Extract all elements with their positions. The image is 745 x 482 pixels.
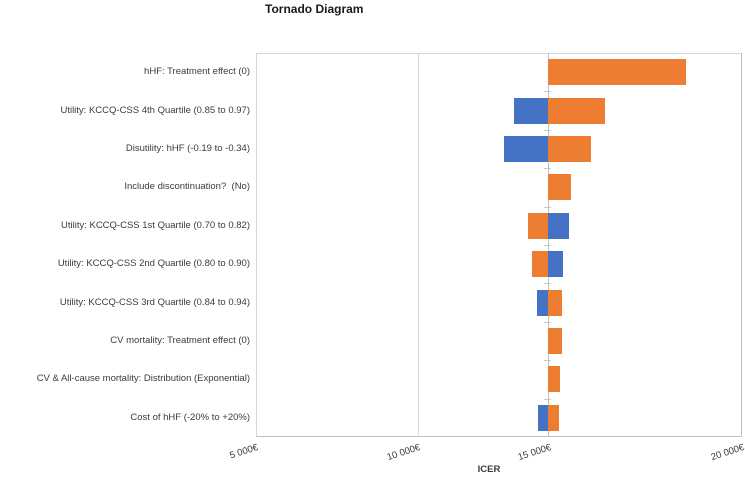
- plot-area: [256, 53, 742, 437]
- category-axis-tick: [543, 206, 551, 208]
- bar-segment-blue: [547, 251, 563, 278]
- category-axis-tick: [543, 245, 551, 246]
- category-axis-tick: [543, 283, 551, 285]
- category-label: Utility: KCCQ-CSS 1st Quartile (0.70 to …: [60, 219, 250, 231]
- bar-segment-orange: [547, 59, 686, 86]
- category-label: CV & All-cause mortality: Distribution (…: [36, 373, 250, 385]
- category-label: Utility: KCCQ-CSS 2nd Quartile (0.80 to …: [57, 258, 250, 270]
- bar-segment-blue: [536, 289, 548, 316]
- bar-segment-orange: [547, 174, 572, 201]
- bar-segment-orange: [547, 328, 563, 354]
- bar-segment-orange: [547, 289, 562, 316]
- bar-segment-orange: [547, 404, 559, 431]
- gridline-10000: [418, 53, 419, 437]
- x-tick-label: 20 000€: [709, 442, 745, 464]
- x-tick-label: 5 000€: [228, 442, 260, 462]
- bar-segment-orange: [527, 212, 548, 239]
- bar-segment-orange: [532, 251, 548, 278]
- category-label: hHF: Treatment effect (0): [144, 66, 250, 78]
- x-tick-label: 10 000€: [385, 442, 422, 464]
- x-axis-title: ICER: [477, 464, 501, 475]
- category-axis-tick: [543, 91, 551, 93]
- category-label: Disutility: hHF (-0.19 to -0.34): [125, 143, 250, 154]
- bar-segment-blue: [547, 212, 569, 239]
- category-axis-tick: [543, 168, 551, 170]
- category-label: Cost of hHF (-20% to +20%): [130, 411, 250, 423]
- bar-segment-blue: [513, 97, 548, 124]
- category-label: Include discontinuation? (No): [124, 181, 250, 193]
- category-axis-tick: [543, 360, 551, 362]
- x-tick-label: 15 000€: [516, 442, 553, 464]
- category-axis-tick: [543, 321, 551, 323]
- chart-title: Tornado Diagram: [265, 2, 364, 16]
- category-label: CV mortality: Treatment effect (0): [110, 335, 250, 346]
- bar-segment-blue: [504, 136, 548, 162]
- category-label: Utility: KCCQ-CSS 4th Quartile (0.85 to …: [60, 104, 250, 116]
- bar-segment-orange: [547, 366, 560, 393]
- category-label: Utility: KCCQ-CSS 3rd Quartile (0.84 to …: [59, 296, 250, 308]
- bar-segment-blue: [538, 404, 548, 431]
- bar-segment-orange: [547, 136, 591, 162]
- category-axis-tick: [543, 398, 551, 400]
- bar-segment-orange: [547, 97, 606, 124]
- category-axis-tick: [543, 129, 551, 131]
